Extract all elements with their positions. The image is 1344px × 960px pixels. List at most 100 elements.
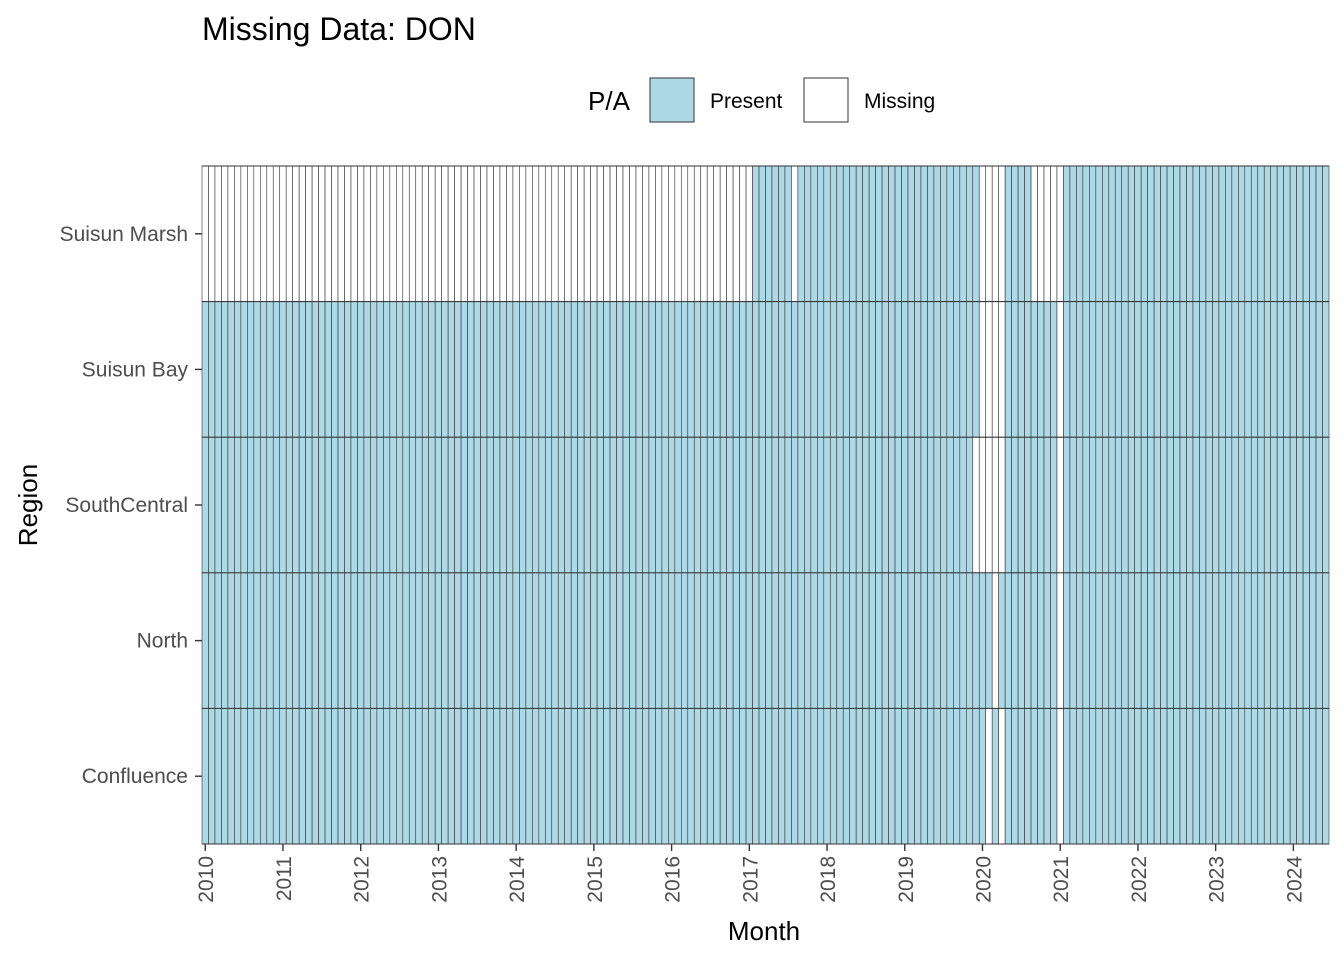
tile-present: [1270, 436, 1278, 574]
tile-present: [823, 165, 831, 302]
tile-present: [363, 436, 371, 574]
tile-present: [253, 708, 261, 845]
tile-present: [1322, 165, 1330, 302]
tile-present: [1276, 572, 1284, 709]
tile-present: [797, 301, 805, 438]
tile-missing: [363, 165, 371, 302]
legend: P/A Present Missing: [588, 77, 935, 123]
tile-present: [1140, 165, 1148, 302]
tile-present: [907, 165, 915, 302]
x-tick-label: 2011: [273, 856, 296, 901]
tile-present: [778, 301, 786, 438]
tile-present: [201, 572, 209, 709]
tile-present: [473, 572, 481, 709]
tile-present: [590, 708, 598, 845]
tile-present: [985, 572, 993, 709]
tile-present: [1263, 165, 1272, 302]
tile-present: [778, 436, 786, 574]
tile-present: [1089, 165, 1097, 302]
tile-present: [836, 165, 844, 302]
tile-present: [1276, 301, 1284, 438]
tile-present: [1238, 436, 1246, 574]
tile-present: [292, 708, 300, 845]
tile-present: [758, 572, 766, 709]
tile-present: [421, 301, 429, 438]
tile-missing: [311, 165, 319, 302]
tile-present: [1121, 436, 1129, 574]
tile-present: [817, 165, 825, 302]
tile-missing: [428, 165, 436, 302]
tile-present: [292, 436, 300, 574]
tile-present: [836, 708, 844, 845]
tile-present: [765, 572, 773, 709]
tile-present: [745, 572, 753, 709]
tile-present: [674, 301, 682, 438]
tile-present: [680, 436, 689, 574]
tile-present: [1004, 708, 1012, 845]
tile-present: [208, 572, 216, 709]
tile-present: [1192, 436, 1200, 574]
tile-present: [363, 301, 371, 438]
tile-present: [622, 572, 630, 709]
tile-present: [383, 301, 391, 438]
tile-present: [603, 436, 611, 574]
tile-present: [234, 572, 242, 709]
tile-missing: [532, 165, 540, 302]
tile-present: [1179, 572, 1187, 709]
y-tick-label: North: [137, 630, 188, 653]
tile-present: [933, 165, 941, 302]
tile-present: [817, 708, 825, 845]
tile-present: [1315, 436, 1323, 574]
tile-present: [849, 301, 857, 438]
legend-label-present: Present: [710, 90, 783, 113]
x-tick-label: 2021: [1050, 856, 1073, 903]
tile-present: [402, 708, 410, 845]
tile-present: [804, 436, 812, 574]
tile-present: [622, 301, 630, 438]
tile-present: [292, 301, 300, 438]
tile-present: [357, 436, 365, 574]
tile-present: [668, 436, 676, 574]
tile-present: [344, 572, 352, 709]
tile-missing: [616, 165, 624, 302]
tile-present: [849, 165, 857, 302]
tile-present: [208, 301, 216, 438]
tile-present: [1205, 708, 1213, 845]
tile-missing: [991, 301, 999, 438]
tile-present: [208, 436, 216, 574]
tile-missing: [655, 165, 663, 302]
tile-present: [933, 436, 941, 574]
tile-present: [331, 708, 339, 845]
tile-present: [687, 301, 695, 438]
tile-present: [719, 436, 727, 574]
tile-present: [1283, 708, 1291, 845]
tile-present: [745, 708, 753, 845]
tile-present: [1069, 165, 1077, 302]
tile-present: [512, 572, 520, 709]
tile-present: [201, 301, 209, 438]
tile-present: [1114, 301, 1123, 438]
tile-present: [1244, 301, 1252, 438]
tile-present: [842, 572, 851, 709]
tile-present: [940, 708, 948, 845]
tile-present: [1173, 436, 1181, 574]
tile-present: [538, 301, 546, 438]
tile-present: [221, 301, 229, 438]
tile-present: [868, 165, 876, 302]
tile-missing: [441, 165, 449, 302]
tile-present: [201, 436, 209, 574]
tile-present: [1108, 165, 1116, 302]
tile-present: [1192, 572, 1200, 709]
tile-present: [285, 436, 293, 574]
tile-missing: [493, 165, 501, 302]
tile-present: [894, 572, 902, 709]
tile-present: [972, 708, 980, 845]
tile-present: [1263, 572, 1272, 709]
tile-present: [305, 436, 313, 574]
tile-missing: [1037, 165, 1045, 302]
tile-present: [396, 436, 404, 574]
tile-present: [383, 572, 391, 709]
tile-missing: [221, 165, 229, 302]
tile-present: [810, 436, 818, 574]
tile-present: [1050, 436, 1058, 574]
